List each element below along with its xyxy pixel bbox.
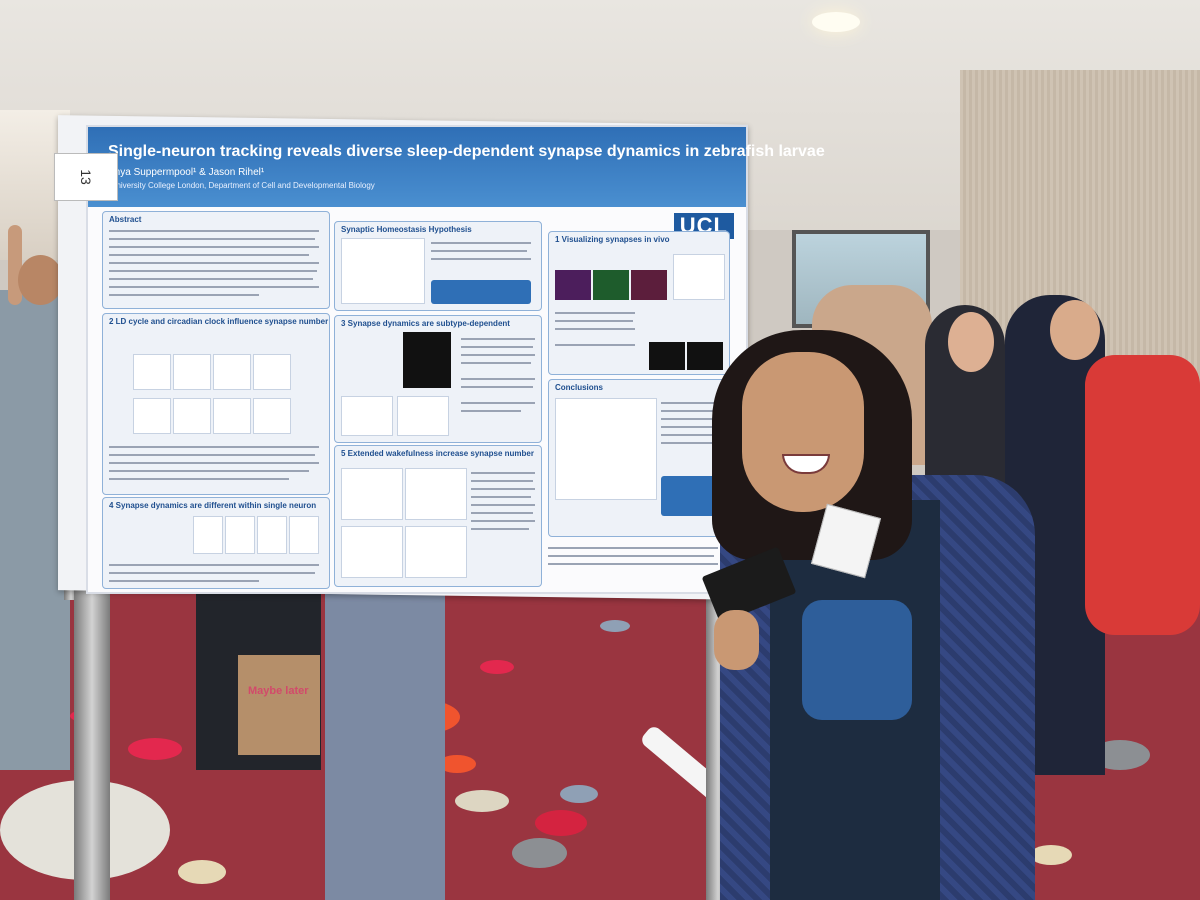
section-title: Conclusions: [555, 383, 604, 392]
section-title: 4 Synapse dynamics are different within …: [109, 501, 317, 510]
section-title: Abstract: [109, 215, 142, 224]
abstract-panel: Abstract: [102, 211, 330, 309]
section-title: 1 Visualizing synapses in vivo: [555, 235, 670, 244]
section-title: Synaptic Homeostasis Hypothesis: [341, 225, 472, 234]
poster-number-tag: 13: [54, 153, 118, 201]
visualizing-panel: 1 Visualizing synapses in vivo: [548, 231, 730, 375]
section-title: 5 Extended wakefulness increase synapse …: [341, 449, 534, 458]
poster-title: Single-neuron tracking reveals diverse s…: [108, 143, 825, 160]
smiling-face: [742, 352, 864, 512]
stand-pole: [74, 590, 110, 900]
person: [18, 255, 63, 305]
section-title: 3 Synapse dynamics are subtype-dependent: [341, 319, 510, 328]
conclusions-panel: Conclusions: [548, 379, 730, 537]
poster-authors: Anya Suppermpool¹ & Jason Rihel¹: [108, 167, 265, 178]
paper-bag: Maybe later: [238, 655, 320, 755]
ld-cycle-panel: 2 LD cycle and circadian clock influence…: [102, 313, 330, 495]
bag-label: Maybe later: [248, 685, 309, 697]
single-neuron-panel: 4 Synapse dynamics are different within …: [102, 497, 330, 589]
poster-affiliation: ¹University College London, Department o…: [108, 181, 375, 190]
hypothesis-panel: Synaptic Homeostasis Hypothesis: [334, 221, 542, 311]
backpack: [1085, 355, 1200, 635]
person: [1050, 300, 1100, 360]
section-title: 2 LD cycle and circadian clock influence…: [109, 317, 329, 326]
person: [948, 312, 994, 372]
person: [325, 590, 445, 900]
person: [8, 225, 22, 305]
subtype-panel: 3 Synapse dynamics are subtype-dependent: [334, 315, 542, 443]
wakefulness-panel: 5 Extended wakefulness increase synapse …: [334, 445, 542, 587]
research-poster: Single-neuron tracking reveals diverse s…: [86, 125, 825, 594]
hand: [714, 610, 759, 670]
arm-sling: [802, 600, 912, 720]
ceiling-light: [812, 12, 860, 32]
poster-header: Single-neuron tracking reveals diverse s…: [88, 127, 825, 207]
